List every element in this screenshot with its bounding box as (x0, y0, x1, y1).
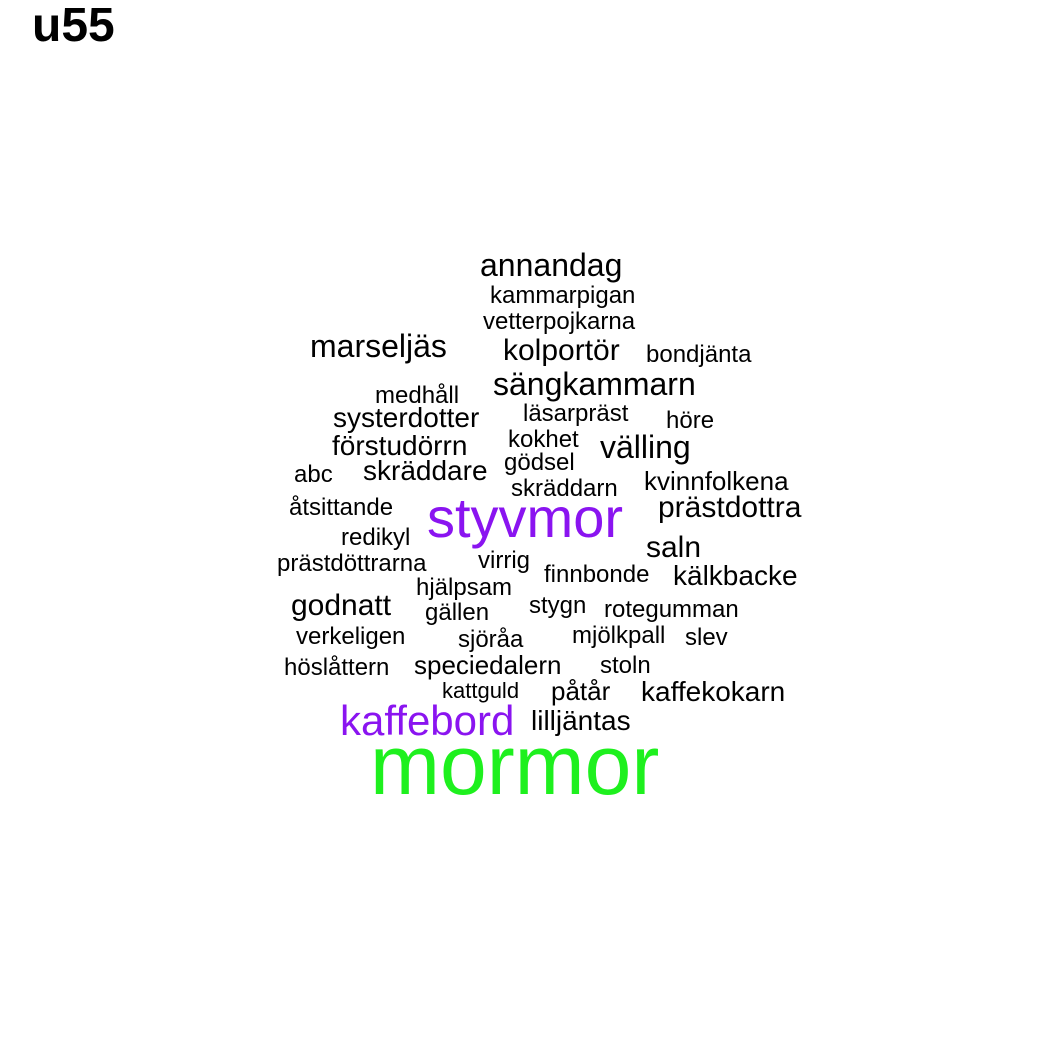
word-0: annandag (480, 247, 623, 283)
word-34: sjöråa (458, 626, 524, 653)
word-24: prästdöttrarna (277, 550, 427, 577)
word-11: förstudörrn (332, 430, 468, 461)
word-3: marseljäs (310, 328, 447, 364)
word-6: sängkammarn (493, 366, 696, 402)
word-9: läsarpräst (523, 400, 629, 427)
word-19: åtsittande (289, 494, 394, 521)
word-37: höslåttern (284, 654, 390, 681)
word-1: kammarpigan (490, 282, 636, 309)
word-23: saln (646, 531, 702, 564)
word-40: kattguld (442, 678, 520, 703)
word-15: abc (294, 461, 333, 488)
word-14: gödsel (504, 449, 575, 476)
word-22: redikyl (341, 524, 411, 551)
word-2: vetterpojkarna (483, 308, 636, 335)
word-13: välling (600, 429, 691, 465)
word-7: medhåll (375, 382, 460, 409)
word-29: godnatt (291, 589, 392, 622)
word-5: bondjänta (646, 341, 752, 368)
word-4: kolportör (503, 334, 620, 367)
word-28: hjälpsam (416, 574, 513, 601)
word-8: systerdotter (333, 402, 480, 433)
word-32: rotegumman (604, 596, 739, 623)
word-43: kaffebord (340, 697, 515, 744)
word-36: slev (685, 624, 728, 651)
page-title: u55 (32, 0, 115, 52)
word-31: stygn (529, 592, 587, 619)
word-38: speciedalern (414, 650, 562, 680)
word-25: virrig (478, 547, 530, 574)
word-33: verkeligen (296, 623, 406, 650)
word-18: skräddarn (511, 475, 618, 502)
word-20: styvmor (427, 486, 623, 549)
word-12: kokhet (508, 426, 579, 453)
word-16: skräddare (363, 455, 488, 486)
word-39: stoln (600, 652, 651, 679)
word-17: kvinnfolkena (644, 466, 789, 496)
word-30: gällen (425, 599, 490, 626)
word-45: mormor (370, 718, 660, 812)
word-44: lilljäntas (531, 705, 631, 736)
word-41: påtår (551, 676, 611, 706)
word-26: finnbonde (544, 561, 650, 588)
word-27: kälkbacke (673, 560, 798, 591)
word-35: mjölkpall (572, 622, 666, 649)
word-21: prästdottra (658, 491, 802, 524)
word-10: höre (666, 407, 715, 434)
word-42: kaffekokarn (641, 676, 786, 707)
